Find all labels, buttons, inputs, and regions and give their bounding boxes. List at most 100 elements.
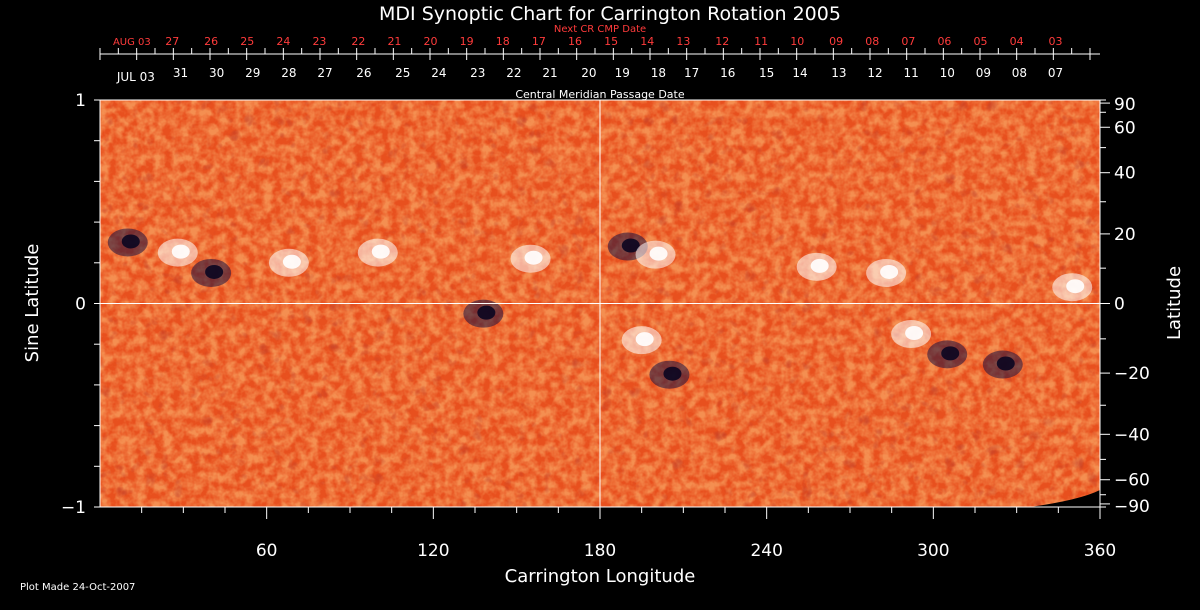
next-cr-axis-title: Next CR CMP Date (554, 24, 646, 35)
positive-flux-core (282, 254, 301, 269)
next-cr-date-label: 25 (240, 35, 254, 48)
cmp-date-label: 19 (615, 66, 630, 80)
cmp-date-label: 13 (831, 66, 846, 80)
cmp-date-label: 11 (903, 66, 918, 80)
next-cr-date-label: 16 (568, 35, 582, 48)
cmp-date-label: 29 (245, 66, 260, 80)
cmp-date-label: 22 (506, 66, 521, 80)
next-cr-date-label: 08 (865, 35, 879, 48)
cmp-date-label: 23 (470, 66, 485, 80)
next-cr-date-label: 12 (715, 35, 729, 48)
y-tick-label-right: 40 (1114, 164, 1136, 184)
positive-flux-core (524, 250, 543, 265)
cmp-date-label: 31 (173, 66, 188, 80)
y-tick-label-right: 0 (1114, 295, 1125, 315)
cmp-date-label: 25 (395, 66, 410, 80)
next-cr-date-label: 17 (532, 35, 546, 48)
cmp-date-label: 10 (940, 66, 955, 80)
next-cr-date-label: 14 (640, 35, 654, 48)
cmp-date-label: 16 (720, 66, 735, 80)
positive-flux-core (649, 246, 668, 261)
next-cr-dates: AUG 03 27 26 25 24 23 22 21 20 19 18 17 16 15 14 13 12 11… (99, 35, 1091, 54)
cmp-date-label: 14 (792, 66, 807, 80)
positive-flux-core (880, 264, 899, 279)
cmp-date-label: 20 (581, 66, 596, 80)
next-cr-date-label: 15 (604, 35, 618, 48)
next-cr-date-label: 20 (424, 35, 438, 48)
y-axis-label-left: Sine Latitude (22, 244, 43, 363)
y-axis-left: 1 0 −1 (61, 91, 100, 518)
next-cr-date-label: 23 (312, 35, 326, 48)
positive-flux-core (171, 244, 190, 259)
next-cr-date-label: 21 (387, 35, 401, 48)
map-missing-data (1030, 490, 1100, 507)
next-cr-date-label: 13 (676, 35, 690, 48)
next-cr-date-label: 19 (460, 35, 474, 48)
cmp-date-label: 27 (317, 66, 332, 80)
y-tick-label-right: 20 (1114, 225, 1136, 245)
positive-flux-core (635, 332, 654, 347)
x-tick-label: 240 (750, 541, 782, 561)
x-tick-label: 180 (584, 541, 616, 561)
negative-flux-core (205, 264, 224, 279)
positive-flux-core (1066, 279, 1085, 294)
positive-flux-core (810, 258, 829, 273)
cmp-axis-title: Central Meridian Passage Date (515, 88, 684, 101)
y-axis-right: 90 60 40 20 0 −20 −40 −60 −90 (1100, 95, 1150, 517)
cmp-date-label: 07 (1048, 66, 1063, 80)
x-axis-label: Carrington Longitude (505, 566, 696, 587)
next-cr-date-label: 22 (351, 35, 365, 48)
y-tick-label-right: 60 (1114, 118, 1136, 138)
next-cr-date-label: 04 (1010, 35, 1024, 48)
positive-flux-core (371, 244, 390, 259)
positive-flux-core (905, 326, 924, 341)
next-cr-date-label: 26 (204, 35, 218, 48)
y-tick-label-right: −40 (1114, 425, 1150, 445)
active-regions (107, 228, 1093, 389)
negative-flux-core (121, 234, 140, 249)
cmp-date-label: 17 (684, 66, 699, 80)
cmp-date-label: 24 (431, 66, 446, 80)
y-tick-label-right: −90 (1114, 497, 1150, 517)
y-tick-label-left: −1 (61, 498, 86, 518)
negative-flux-core (996, 356, 1015, 371)
negative-flux-core (477, 305, 496, 320)
cmp-date-label: 08 (1012, 66, 1027, 80)
cmp-date-label: 12 (867, 66, 882, 80)
y-tick-label-right: 90 (1114, 95, 1136, 115)
cmp-date-label: 30 (209, 66, 224, 80)
next-cr-date-label: 03 (1049, 35, 1063, 48)
next-cr-date-label: 10 (790, 35, 804, 48)
cmp-date-label: 09 (976, 66, 991, 80)
x-tick-label: 300 (917, 541, 949, 561)
next-cr-date-label: 18 (496, 35, 510, 48)
cmp-date-label: 21 (542, 66, 557, 80)
cmp-date-label: 18 (651, 66, 666, 80)
next-cr-date-label: 07 (901, 35, 915, 48)
next-cr-date-label: 05 (974, 35, 988, 48)
next-cr-date-label: 06 (937, 35, 951, 48)
y-tick-label-left: 0 (75, 295, 86, 315)
y-tick-label-right: −20 (1114, 364, 1150, 384)
next-cr-date-label: 11 (754, 35, 768, 48)
cmp-date-label: 28 (281, 66, 296, 80)
y-tick-label-left: 1 (75, 91, 86, 111)
next-cr-date-label: AUG 03 (113, 37, 151, 48)
plot-made-footer: Plot Made 24-Oct-2007 (20, 582, 135, 593)
next-cr-date-label: 27 (165, 35, 179, 48)
cmp-date-label: 26 (356, 66, 371, 80)
x-axis: 60 120 180 240 300 360 (141, 507, 1116, 561)
x-tick-label: 120 (417, 541, 449, 561)
x-tick-label: 60 (256, 541, 278, 561)
y-tick-label-right: −60 (1114, 471, 1150, 491)
chart-title: MDI Synoptic Chart for Carrington Rotati… (379, 3, 841, 25)
negative-flux-core (941, 346, 960, 361)
negative-flux-core (621, 238, 640, 253)
cmp-dates: JUL 03 31 30 29 28 27 26 25 24 23 22 21 20 19 18 17 16 15… (99, 54, 1091, 84)
cmp-date-label: JUL 03 (116, 70, 155, 84)
cmp-date-label: 15 (759, 66, 774, 80)
y-axis-label-right: Latitude (1164, 266, 1185, 340)
negative-flux-core (663, 366, 682, 381)
x-tick-label: 360 (1084, 541, 1116, 561)
